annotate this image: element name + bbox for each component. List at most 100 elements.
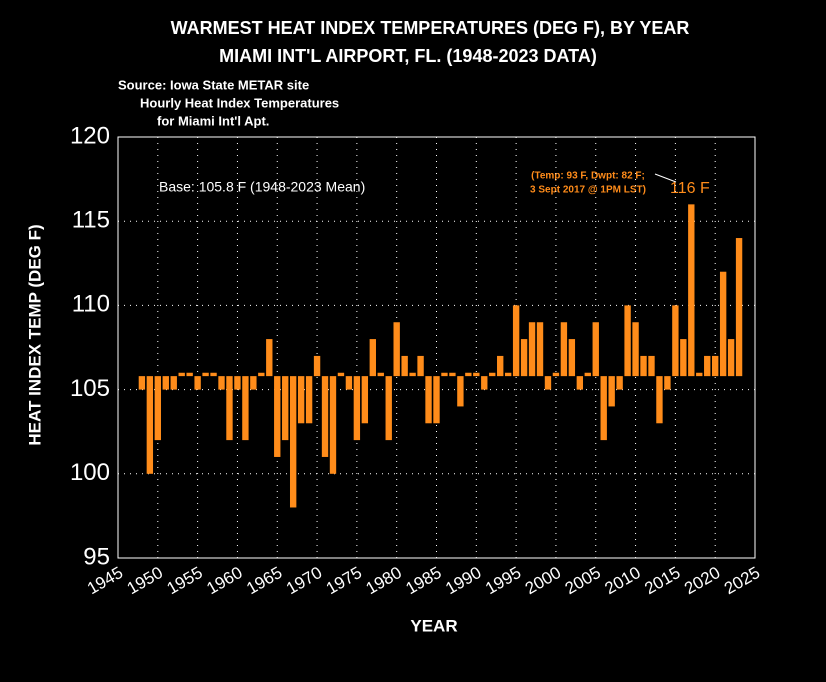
bar bbox=[473, 372, 480, 377]
leader-line bbox=[654, 173, 677, 183]
bar bbox=[536, 322, 544, 377]
annotation: 116 F bbox=[670, 180, 710, 197]
y-tick-label: 100 bbox=[70, 459, 110, 486]
bar bbox=[624, 305, 631, 377]
chart-title: MIAMI INT'L AIRPORT, FL. (1948-2023 DATA… bbox=[219, 46, 597, 66]
bar bbox=[274, 376, 281, 457]
x-tick-label: 1985 bbox=[402, 563, 444, 598]
bar bbox=[361, 376, 369, 424]
source: for Miami Int'l Apt. bbox=[157, 113, 269, 128]
bar bbox=[688, 204, 695, 377]
bar bbox=[170, 376, 177, 390]
bar bbox=[735, 238, 743, 377]
bar bbox=[393, 322, 400, 377]
bar bbox=[648, 355, 655, 377]
bar bbox=[449, 372, 456, 377]
annotation: (Temp: 93 F, Dwpt: 82 F; bbox=[531, 171, 645, 182]
y-tick-label: 120 bbox=[70, 122, 110, 149]
x-tick-label: 2020 bbox=[681, 563, 723, 598]
x-tick-label: 2010 bbox=[602, 563, 644, 598]
bar bbox=[297, 376, 305, 424]
bar bbox=[727, 339, 735, 377]
annotation: 3 Sept 2017 @ 1PM LST) bbox=[530, 185, 646, 196]
bar bbox=[313, 355, 321, 377]
x-tick-label: 1960 bbox=[203, 563, 245, 598]
x-tick-label: 1980 bbox=[363, 563, 405, 598]
bar bbox=[664, 376, 671, 390]
bar bbox=[202, 372, 209, 377]
bar bbox=[576, 376, 584, 390]
bar bbox=[289, 376, 297, 508]
bar bbox=[433, 376, 440, 424]
bar bbox=[481, 376, 488, 390]
bar bbox=[345, 376, 353, 390]
bar bbox=[321, 376, 329, 457]
x-tick-label: 1965 bbox=[243, 563, 285, 598]
bar bbox=[385, 376, 392, 441]
bar bbox=[329, 376, 337, 474]
bar bbox=[465, 372, 472, 377]
x-axis-label: YEAR bbox=[410, 616, 457, 635]
bar bbox=[704, 355, 711, 377]
bar bbox=[656, 376, 663, 424]
x-tick-label: 1955 bbox=[164, 563, 206, 598]
base-label: Base: 105.8 F (1948-2023 Mean) bbox=[159, 179, 365, 195]
x-tick-label: 2025 bbox=[721, 563, 763, 598]
bar bbox=[719, 271, 727, 377]
bar bbox=[409, 372, 416, 377]
bar bbox=[337, 372, 345, 377]
chart-title: WARMEST HEAT INDEX TEMPERATURES (DEG F),… bbox=[171, 18, 690, 38]
source: Source: Iowa State METAR site bbox=[118, 77, 309, 92]
y-tick-label: 115 bbox=[72, 207, 110, 234]
bar bbox=[608, 376, 615, 407]
bar bbox=[369, 339, 376, 377]
bar bbox=[441, 372, 448, 377]
bar bbox=[584, 372, 591, 377]
bar bbox=[712, 355, 719, 377]
bar bbox=[680, 339, 687, 377]
bar bbox=[520, 339, 528, 377]
bar bbox=[417, 355, 424, 377]
bar bbox=[504, 372, 512, 377]
bar bbox=[401, 355, 408, 377]
bar bbox=[186, 372, 193, 377]
bar bbox=[305, 376, 313, 424]
bar bbox=[696, 372, 703, 377]
bar bbox=[242, 376, 249, 441]
bar bbox=[138, 376, 146, 390]
source: Hourly Heat Index Temperatures bbox=[140, 95, 339, 110]
bar bbox=[560, 322, 568, 377]
bar bbox=[592, 322, 599, 377]
x-tick-label: 1990 bbox=[442, 563, 484, 598]
x-tick-label: 1970 bbox=[283, 563, 325, 598]
bar bbox=[425, 376, 432, 424]
bar bbox=[218, 376, 225, 390]
bar bbox=[377, 372, 384, 377]
bar bbox=[194, 376, 201, 390]
bar bbox=[282, 376, 289, 441]
bar bbox=[552, 372, 560, 377]
bar bbox=[640, 355, 647, 377]
bar bbox=[258, 372, 265, 377]
x-tick-label: 1950 bbox=[124, 563, 166, 598]
x-tick-label: 2015 bbox=[641, 563, 683, 598]
bar bbox=[146, 376, 154, 474]
bar bbox=[489, 372, 496, 377]
bar bbox=[672, 305, 679, 377]
x-tick-label: 2005 bbox=[562, 563, 604, 598]
y-tick-label: 110 bbox=[72, 291, 110, 318]
x-tick-label: 2000 bbox=[522, 563, 564, 598]
bar bbox=[162, 376, 169, 390]
x-tick-label: 1975 bbox=[323, 563, 365, 598]
bar bbox=[178, 372, 185, 377]
bar bbox=[528, 322, 536, 377]
bar bbox=[154, 376, 161, 441]
y-tick-label: 95 bbox=[83, 543, 110, 570]
bar bbox=[234, 376, 241, 390]
y-tick-label: 105 bbox=[70, 375, 110, 402]
bar bbox=[616, 376, 623, 390]
bar bbox=[512, 305, 520, 377]
bar bbox=[250, 376, 257, 390]
bar bbox=[226, 376, 233, 441]
